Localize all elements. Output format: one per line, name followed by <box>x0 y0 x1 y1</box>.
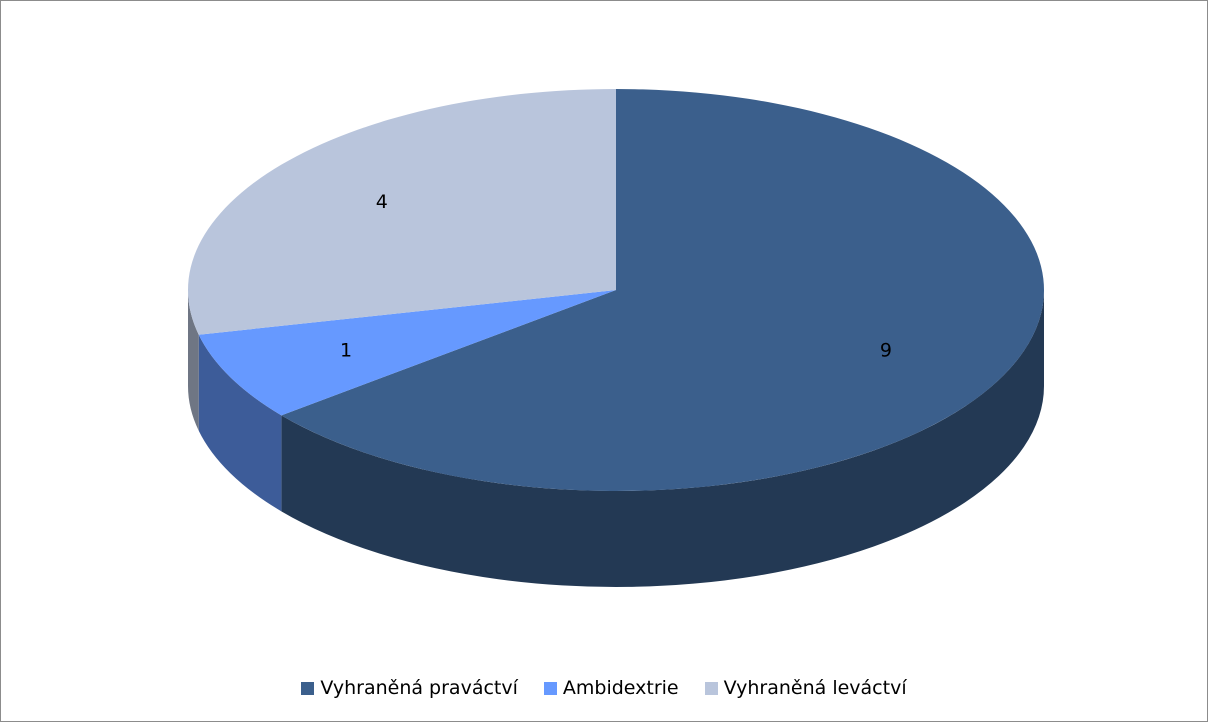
legend-item: Vyhraněná praváctví <box>301 677 518 699</box>
data-label: 9 <box>880 340 892 362</box>
legend-label: Vyhraněná praváctví <box>320 677 518 699</box>
pie-slice <box>281 89 1045 491</box>
legend-swatch <box>704 681 718 695</box>
data-label: 1 <box>340 340 352 362</box>
legend-label: Ambidextrie <box>562 677 679 699</box>
pie-side <box>281 290 1045 587</box>
data-label: 4 <box>376 191 388 213</box>
legend: Vyhraněná praváctví Ambidextrie Vyhraněná … <box>1 677 1207 699</box>
pie-slice <box>187 89 616 335</box>
legend-swatch <box>543 681 557 695</box>
pie-side <box>198 334 282 512</box>
pie-slice <box>198 290 617 416</box>
legend-item: Ambidextrie <box>543 677 679 699</box>
legend-label: Vyhraněná leváctví <box>723 677 907 699</box>
legend-swatch <box>301 681 315 695</box>
pie-side <box>188 290 199 431</box>
legend-item: Vyhraněná leváctví <box>704 677 907 699</box>
